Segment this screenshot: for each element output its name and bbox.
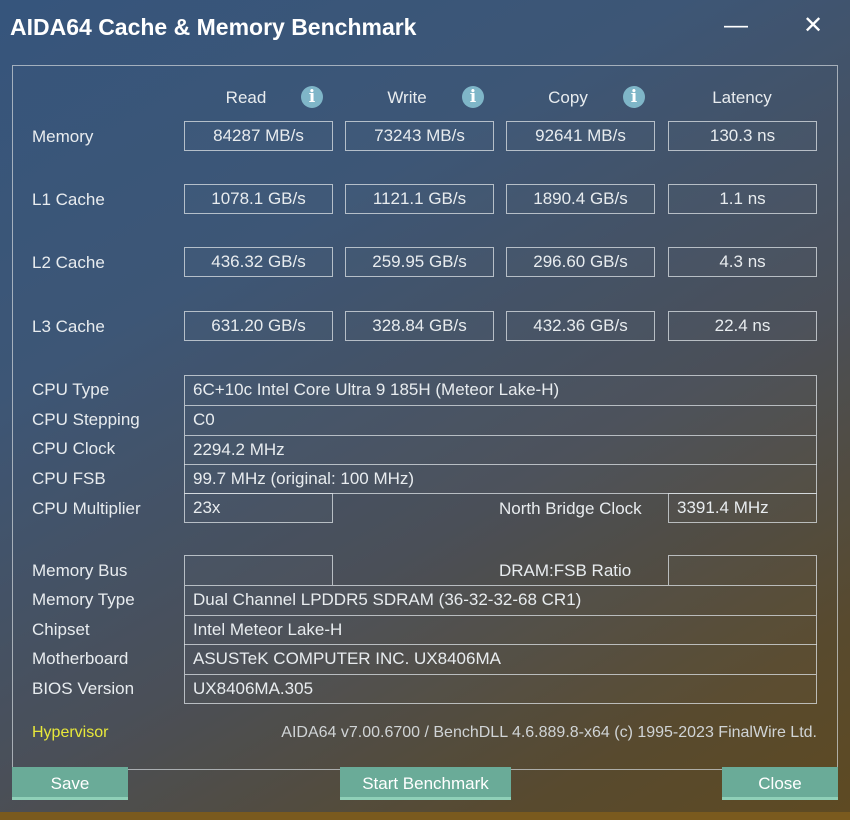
result-cell: 259.95 GB/s: [345, 247, 494, 277]
hypervisor-link[interactable]: Hypervisor: [32, 724, 109, 741]
cpu-stepping-value: C0: [184, 405, 817, 435]
result-cell: 328.84 GB/s: [345, 311, 494, 341]
result-cell: 1121.1 GB/s: [345, 184, 494, 214]
bios-value: UX8406MA.305: [184, 674, 817, 704]
row-label: L1 Cache: [32, 190, 105, 209]
info-icon[interactable]: i: [301, 86, 323, 108]
result-cell: 84287 MB/s: [184, 121, 333, 151]
result-cell: 1.1 ns: [668, 184, 817, 214]
row-label: L3 Cache: [32, 317, 105, 336]
motherboard-value: ASUSTeK COMPUTER INC. UX8406MA: [184, 644, 817, 674]
nb-clock-value: 3391.4 MHz: [668, 493, 817, 523]
row-label: Memory: [32, 127, 94, 146]
result-cell: 130.3 ns: [668, 121, 817, 151]
nb-clock-label: North Bridge Clock: [499, 499, 642, 518]
dram-ratio-label: DRAM:FSB Ratio: [499, 561, 632, 580]
result-cell: 92641 MB/s: [506, 121, 655, 151]
info-icon[interactable]: i: [462, 86, 484, 108]
dram-ratio-value: [668, 555, 817, 585]
save-button[interactable]: Save: [12, 767, 128, 800]
result-cell: 73243 MB/s: [345, 121, 494, 151]
column-header-copy: Copy: [548, 88, 588, 107]
cpu-type-label: CPU Type: [32, 380, 110, 399]
result-cell: 296.60 GB/s: [506, 247, 655, 277]
result-cell: 1890.4 GB/s: [506, 184, 655, 214]
result-cell: 22.4 ns: [668, 311, 817, 341]
version-text: AIDA64 v7.00.6700 / BenchDLL 4.6.889.8-x…: [281, 724, 817, 741]
motherboard-label: Motherboard: [32, 649, 129, 668]
column-header-latency: Latency: [712, 88, 772, 107]
close-button[interactable]: Close: [722, 767, 838, 800]
minimize-icon[interactable]: —: [724, 12, 748, 39]
chipset-value: Intel Meteor Lake-H: [184, 615, 817, 645]
cpu-clock-label: CPU Clock: [32, 439, 116, 458]
cpu-multiplier-value: 23x: [184, 493, 333, 523]
bios-label: BIOS Version: [32, 679, 135, 698]
column-header-read: Read: [225, 88, 267, 107]
memory-bus-label: Memory Bus: [32, 561, 128, 580]
result-cell: 432.36 GB/s: [506, 311, 655, 341]
start-benchmark-button[interactable]: Start Benchmark: [340, 767, 511, 800]
result-cell: 436.32 GB/s: [184, 247, 333, 277]
row-label: L2 Cache: [32, 253, 105, 272]
cpu-clock-value: 2294.2 MHz: [184, 435, 817, 465]
close-icon[interactable]: ✕: [802, 12, 824, 39]
memory-type-label: Memory Type: [32, 590, 135, 609]
column-header-write: Write: [387, 88, 427, 107]
memory-type-value: Dual Channel LPDDR5 SDRAM (36-32-32-68 C…: [184, 585, 817, 615]
cpu-multiplier-label: CPU Multiplier: [32, 499, 141, 518]
cpu-fsb-label: CPU FSB: [32, 469, 106, 488]
window-title: AIDA64 Cache & Memory Benchmark: [10, 14, 417, 40]
result-cell: 4.3 ns: [668, 247, 817, 277]
chipset-label: Chipset: [32, 620, 90, 639]
info-icon[interactable]: i: [623, 86, 645, 108]
taskbar-strip: [0, 812, 850, 820]
cpu-type-value: 6C+10c Intel Core Ultra 9 185H (Meteor L…: [184, 375, 817, 405]
cpu-fsb-value: 99.7 MHz (original: 100 MHz): [184, 464, 817, 494]
result-cell: 631.20 GB/s: [184, 311, 333, 341]
memory-bus-value: [184, 555, 333, 585]
result-cell: 1078.1 GB/s: [184, 184, 333, 214]
cpu-stepping-label: CPU Stepping: [32, 410, 140, 429]
